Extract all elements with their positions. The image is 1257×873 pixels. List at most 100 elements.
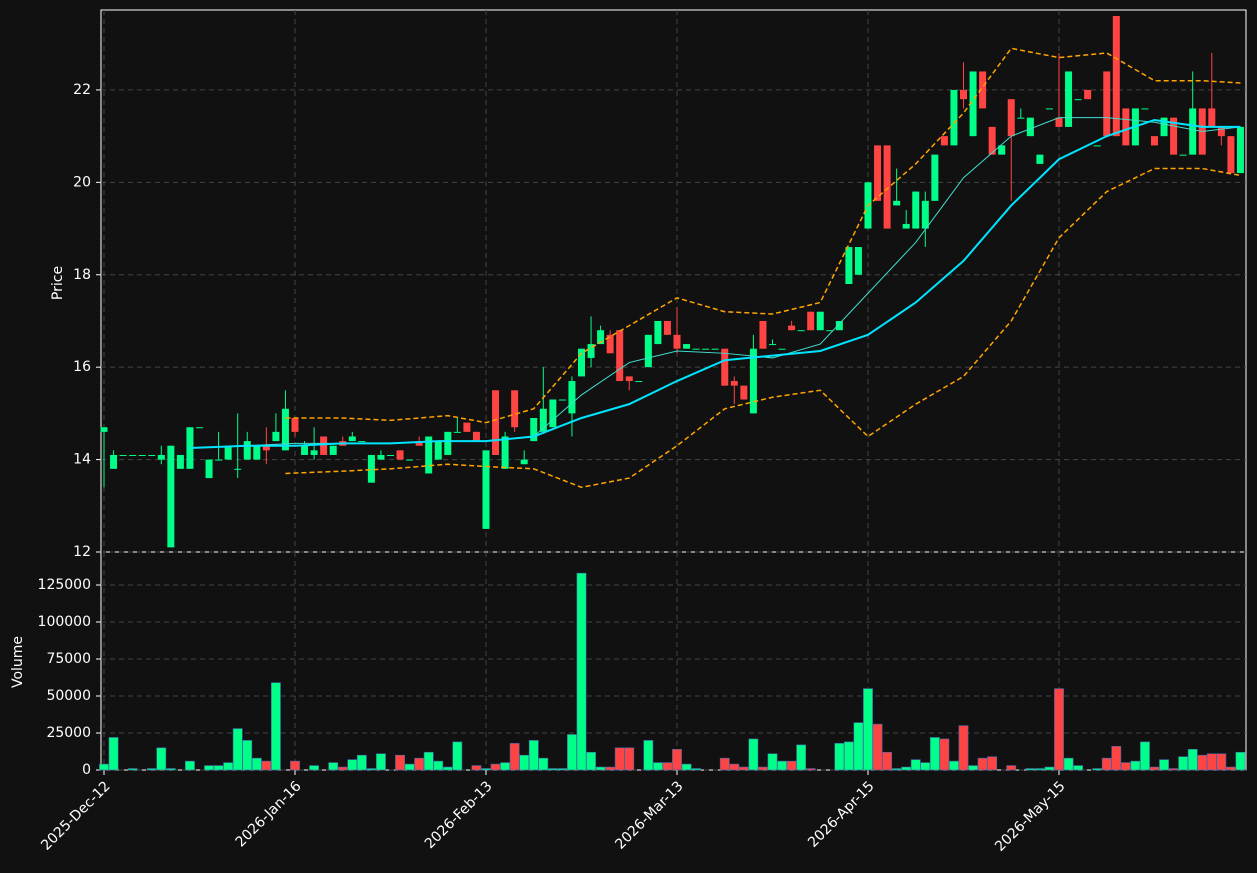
volume-bar (1178, 756, 1189, 771)
candle-body (635, 381, 643, 383)
x-tick-label: 2026-Jan-16 (233, 778, 305, 850)
volume-tick-label: 100000 (38, 614, 91, 630)
volume-bar (891, 768, 902, 771)
candle-body (558, 399, 566, 401)
candle-body (367, 454, 375, 483)
candle-body (960, 89, 967, 100)
y-tick-label: 20 (73, 174, 91, 190)
candle-body (826, 330, 834, 332)
candle-body (1160, 117, 1168, 137)
volume-bar (146, 768, 157, 771)
x-tick-label: 2026-Apr-15 (805, 778, 878, 851)
volume-bar (681, 763, 692, 771)
volume-bar (748, 738, 759, 771)
y-tick-label: 22 (73, 82, 91, 98)
candle-body (1017, 117, 1025, 119)
x-tick-label: 2026-May-15 (992, 778, 1069, 855)
candle-body (1026, 117, 1034, 137)
volume-bar (538, 757, 549, 771)
volume-bar (1006, 765, 1017, 771)
volume-bar (309, 765, 319, 771)
candle-body (597, 330, 605, 345)
volume-bar (729, 763, 740, 771)
candle-body (348, 436, 356, 442)
candle-body (415, 441, 423, 446)
y-tick-label: 18 (73, 267, 91, 283)
y-axis-label: Price (50, 266, 66, 300)
candle-body (692, 348, 700, 350)
volume-bar (433, 760, 444, 771)
volume-bar (567, 734, 577, 771)
volume-bar (624, 747, 635, 771)
candle-body (721, 348, 729, 386)
candle-body (262, 445, 270, 451)
volume-bar (586, 751, 596, 771)
volume-bar (662, 762, 673, 771)
volume-bar (939, 738, 950, 771)
volume-bar (987, 756, 998, 771)
volume-tick-label: 50000 (46, 688, 91, 704)
candle-body (281, 408, 289, 451)
volume-bar (423, 751, 434, 771)
volume-bar (500, 762, 510, 771)
candle-body (1084, 89, 1092, 100)
volume-bar (213, 765, 224, 771)
price-panel (100, 9, 1247, 553)
candle-body (1122, 108, 1130, 146)
candle-body (625, 376, 633, 382)
x-tick-label: 2026-Mar-13 (612, 778, 686, 852)
volume-bar (1120, 762, 1131, 771)
candle-body (377, 454, 385, 460)
volume-bar (108, 737, 119, 771)
candle-body (272, 431, 280, 442)
volume-bar (481, 768, 491, 771)
candle-body (979, 71, 987, 109)
candle-body (988, 126, 996, 155)
volume-bar (767, 753, 778, 771)
volume-bar (414, 757, 425, 771)
volume-bar (490, 763, 501, 771)
volume-bar (242, 740, 253, 771)
candle-body (472, 431, 480, 442)
volume-bar (557, 768, 568, 771)
volume-bar (786, 760, 797, 771)
candle-body (883, 145, 891, 229)
candle-body (215, 459, 223, 461)
y-tick-label: 14 (73, 452, 91, 468)
volume-bar (366, 768, 377, 771)
volume-axis-label: Volume (10, 636, 26, 688)
volume-bar (805, 768, 816, 771)
indicator-line (189, 118, 1241, 450)
volume-bar (1197, 754, 1208, 771)
volume-bar (127, 768, 138, 771)
candle-body (568, 381, 576, 414)
volume-bar (834, 743, 845, 771)
candle-body (1045, 108, 1053, 110)
candle-body (759, 320, 767, 349)
volume-bar (1130, 760, 1141, 771)
volume-bar (1073, 765, 1083, 771)
candle-body (100, 427, 108, 432)
candle-body (129, 454, 137, 456)
volume-bar (1206, 753, 1217, 771)
volume-bar (452, 741, 463, 771)
candle-body (1227, 136, 1235, 174)
volume-bar (547, 768, 558, 771)
candle-body (663, 320, 671, 335)
x-tick-label: 2025-Dec-12 (38, 778, 113, 853)
candle-body (749, 348, 757, 414)
volume-bar (843, 741, 854, 771)
volume-bar (920, 762, 931, 771)
volume-bar (796, 744, 807, 771)
volume-bar (672, 748, 682, 771)
candle-body (358, 441, 366, 443)
candle-body (396, 450, 404, 460)
candle-body (196, 427, 203, 429)
candle-body (253, 445, 261, 460)
volume-bar (605, 766, 616, 771)
candle-body (157, 454, 165, 460)
candle-body (1236, 126, 1244, 174)
candle-body (329, 445, 337, 455)
volume-bar (204, 765, 214, 771)
